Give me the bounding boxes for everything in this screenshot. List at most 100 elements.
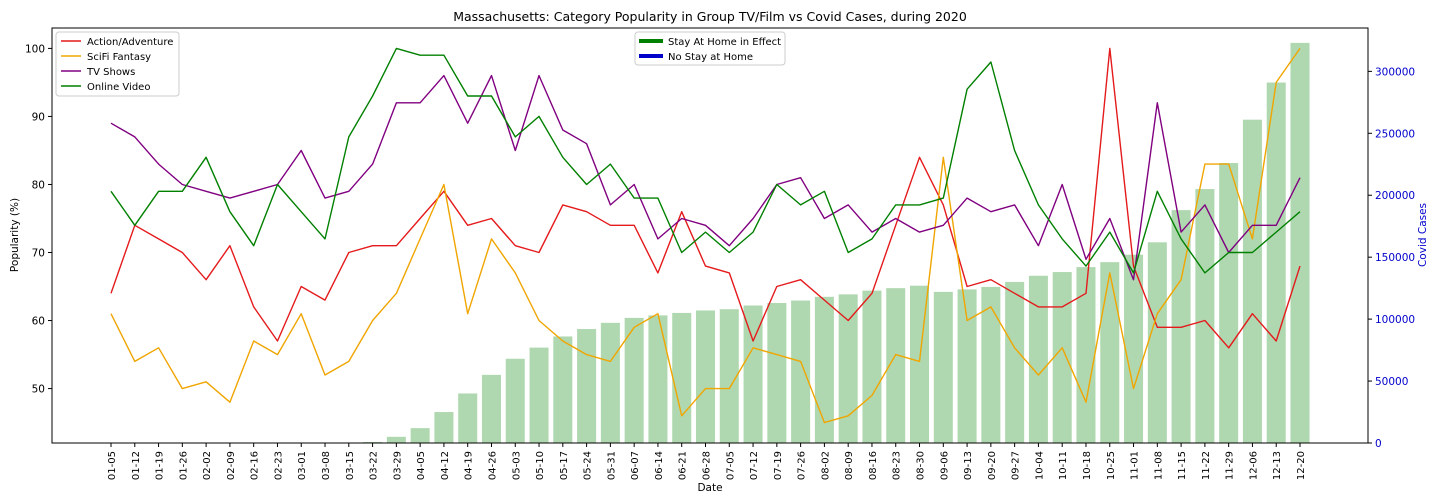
- x-tick-label: 04-05: [416, 451, 427, 480]
- covid-bar-04-19: [458, 393, 478, 443]
- y-tick-label: 80: [32, 179, 45, 191]
- covid-bar-06-28: [695, 310, 716, 443]
- covid-bar-09-13: [957, 289, 977, 443]
- y2-tick-label: 200000: [1375, 190, 1415, 202]
- covid-bar-07-12: [743, 305, 763, 443]
- y2-tick-label: 150000: [1375, 252, 1415, 264]
- x-tick-label: 04-26: [487, 451, 498, 480]
- x-tick-label: 12-13: [1272, 451, 1283, 480]
- y-axis-left: 50 60 70 80 90 100: [25, 43, 52, 396]
- legend2-box: [634, 31, 786, 66]
- x-tick-label: 01-05: [107, 451, 118, 480]
- covid-bar-09-27: [1005, 281, 1025, 443]
- covid-bar-10-18: [1076, 267, 1096, 443]
- covid-bar-06-07: [624, 317, 644, 443]
- legend-box: [55, 31, 180, 97]
- y-axis-label: Popularity (%): [9, 198, 21, 272]
- covid-bar-10-11: [1052, 272, 1072, 443]
- y-tick-label: 50: [32, 384, 45, 396]
- x-tick-label: 10-18: [1082, 451, 1093, 480]
- covid-bar-12-13: [1266, 82, 1286, 444]
- covid-bar-09-06: [933, 291, 953, 443]
- legend-series: Action/Adventure SciFi Fantasy TV Shows Onl…: [55, 31, 180, 97]
- legend-stay-at-home: Stay At Home in Effect No Stay at Home: [634, 31, 786, 66]
- x-tick-label: 12-06: [1248, 451, 1259, 480]
- legend-label: Online Video: [87, 82, 150, 93]
- x-tick-label: 09-06: [939, 451, 950, 480]
- covid-bar-04-26: [481, 374, 501, 443]
- chart-title: Massachusetts: Category Popularity in Gr…: [453, 9, 967, 24]
- x-tick-label: 07-19: [773, 451, 784, 480]
- covid-bar-12-06: [1242, 119, 1262, 444]
- covid-bar-08-16: [862, 290, 882, 443]
- legend-label: SciFi Fantasy: [87, 52, 151, 63]
- y-tick-label: 60: [32, 316, 45, 328]
- x-tick-label: 07-12: [749, 451, 760, 480]
- series-line-2: [110, 74, 1301, 281]
- x-tick-label: 05-10: [535, 451, 546, 480]
- x-axis: 01-05 01-12 01-19 01-26 02-02 02-09 02-16 02-23…: [107, 443, 1307, 480]
- covid-bar-11-01: [1124, 254, 1144, 443]
- x-tick-label: 09-20: [987, 451, 998, 480]
- x-tick-label: 03-22: [369, 451, 380, 480]
- covid-bar-11-08: [1147, 242, 1167, 443]
- y2-axis-label: Covid Cases: [1417, 203, 1429, 267]
- covid-bar-08-02: [814, 296, 834, 443]
- covid-bar-05-17: [553, 336, 573, 443]
- covid-bar-07-05: [719, 309, 739, 443]
- x-tick-label: 10-25: [1106, 451, 1117, 480]
- covid-bar-08-09: [838, 294, 858, 443]
- covid-bar-06-14: [648, 315, 668, 443]
- covid-bar-04-12: [434, 412, 454, 443]
- y2-tick-label: 250000: [1375, 128, 1415, 140]
- x-tick-label: 06-07: [630, 451, 641, 480]
- x-tick-label: 11-15: [1177, 451, 1188, 480]
- y2-tick-label: 300000: [1375, 66, 1415, 78]
- x-tick-label: 04-12: [440, 451, 451, 480]
- x-tick-label: 12-20: [1296, 451, 1307, 480]
- covid-bar-11-29: [1219, 163, 1239, 443]
- y2-tick-label: 0: [1375, 438, 1382, 450]
- x-tick-label: 06-28: [702, 451, 713, 480]
- y-tick-label: 100: [25, 43, 45, 55]
- x-tick-label: 06-14: [654, 451, 665, 480]
- y2-tick-label: 100000: [1375, 314, 1415, 326]
- legend2-label: No Stay at Home: [668, 52, 753, 63]
- covid-bar-08-23: [886, 288, 906, 443]
- x-tick-label: 05-17: [559, 451, 570, 480]
- covid-bar-11-22: [1195, 189, 1215, 443]
- x-tick-label: 05-24: [583, 451, 594, 480]
- covid-bar-05-24: [577, 329, 597, 443]
- covid-bar-07-26: [791, 300, 811, 443]
- covid-bar-04-05: [410, 428, 430, 443]
- x-axis-label: Date: [697, 482, 722, 494]
- x-tick-label: 02-09: [226, 451, 237, 480]
- x-tick-label: 03-29: [392, 451, 403, 480]
- x-tick-label: 11-29: [1225, 451, 1236, 480]
- x-tick-label: 01-26: [178, 451, 189, 480]
- x-tick-label: 07-05: [725, 451, 736, 480]
- covid-bar-03-29: [386, 436, 406, 443]
- x-tick-label: 11-01: [1130, 451, 1141, 480]
- legend-label: TV Shows: [86, 67, 135, 78]
- x-tick-label: 08-23: [892, 451, 903, 480]
- covid-bar-07-19: [767, 303, 787, 443]
- plot-frame: [51, 27, 1369, 444]
- covid-bar-05-31: [600, 322, 620, 443]
- x-tick-label: 08-30: [916, 451, 927, 480]
- y-tick-label: 90: [32, 111, 45, 123]
- x-tick-label: 08-09: [844, 451, 855, 480]
- x-tick-label: 07-26: [797, 451, 808, 480]
- covid-bar-11-15: [1171, 210, 1191, 443]
- covid-bar-10-04: [1028, 275, 1048, 443]
- covid-bar-12-20: [1290, 42, 1310, 444]
- y2-tick-label: 50000: [1375, 376, 1408, 388]
- x-tick-label: 03-01: [297, 451, 308, 480]
- covid-bar-06-21: [672, 312, 692, 443]
- y-axis-right: 0 50000 100000 150000 200000 250000 300000: [1368, 66, 1415, 450]
- series-line-0: [110, 47, 1301, 349]
- covid-bar-05-03: [505, 358, 525, 443]
- x-tick-label: 05-03: [511, 451, 522, 480]
- covid-bar-05-10: [529, 347, 549, 443]
- bars-layer: [363, 42, 1310, 444]
